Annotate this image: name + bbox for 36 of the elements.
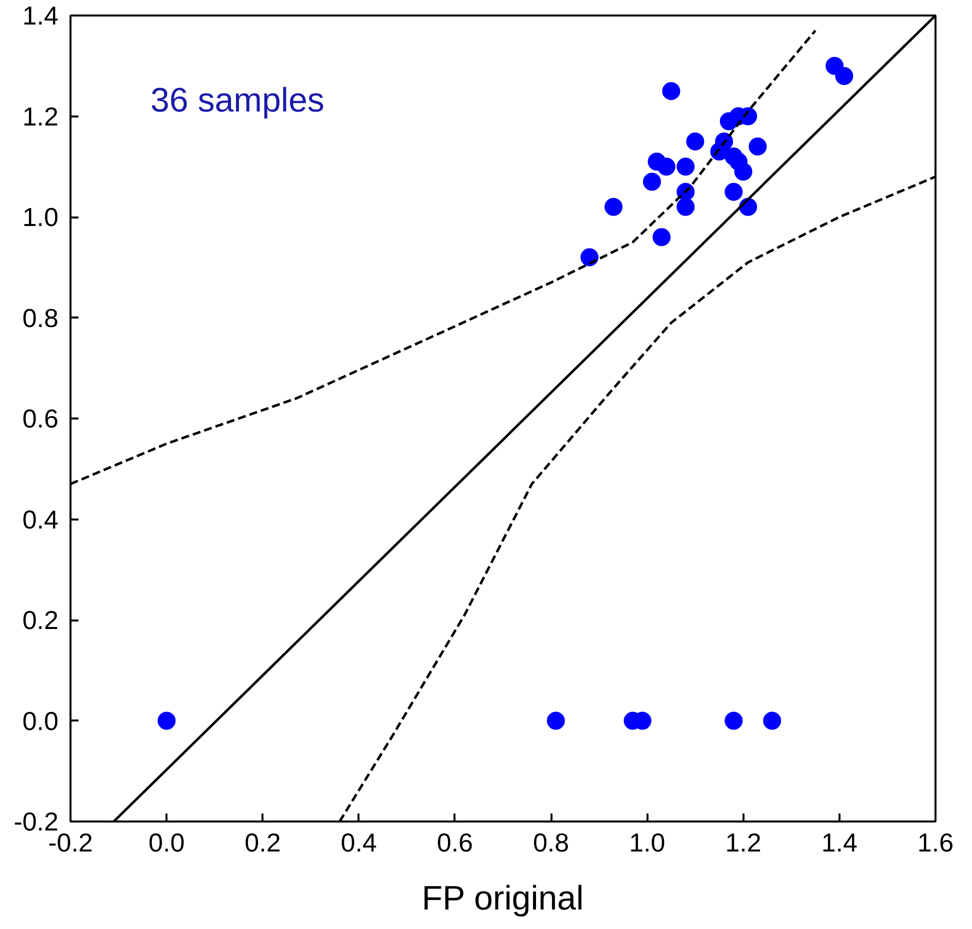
x-tick-label: 0.0 bbox=[148, 828, 185, 858]
x-tick-label: 0.8 bbox=[532, 828, 570, 858]
point bbox=[724, 712, 743, 730]
point bbox=[686, 132, 704, 150]
x-tick-label: 1.2 bbox=[725, 828, 762, 858]
point bbox=[748, 137, 767, 156]
point bbox=[724, 182, 743, 201]
point bbox=[652, 228, 671, 246]
x-tick-label: 0.6 bbox=[436, 828, 474, 858]
point bbox=[642, 172, 661, 191]
y-tick-label: 0.2 bbox=[22, 605, 59, 635]
point bbox=[657, 158, 676, 176]
point bbox=[676, 198, 695, 216]
point bbox=[580, 248, 598, 266]
y-tick-label: 1.2 bbox=[22, 101, 59, 132]
x-tick-label: 1.4 bbox=[821, 828, 858, 858]
y-tick-label: 0.6 bbox=[22, 404, 59, 434]
x-tick-label: 0.4 bbox=[340, 828, 377, 858]
point bbox=[158, 712, 176, 730]
y-tick-label: 0.0 bbox=[22, 706, 59, 736]
x-axis-title: FP original bbox=[422, 880, 584, 918]
point bbox=[835, 66, 854, 85]
y-tick-label: 1.4 bbox=[22, 0, 59, 30]
y-tick-label: 0.8 bbox=[22, 302, 59, 333]
y-tick-label: 1.0 bbox=[22, 202, 59, 232]
point bbox=[662, 82, 680, 100]
point bbox=[763, 712, 782, 730]
point bbox=[734, 162, 752, 181]
x-tick-label: 1.0 bbox=[629, 828, 666, 858]
point bbox=[546, 712, 565, 730]
y-tick-label: 0.4 bbox=[22, 504, 59, 534]
annotation: 36 samples bbox=[150, 82, 324, 120]
point bbox=[676, 158, 695, 176]
x-tick-label: 1.6 bbox=[917, 828, 954, 858]
point bbox=[604, 198, 623, 216]
x-tick-label: 0.2 bbox=[244, 828, 281, 858]
